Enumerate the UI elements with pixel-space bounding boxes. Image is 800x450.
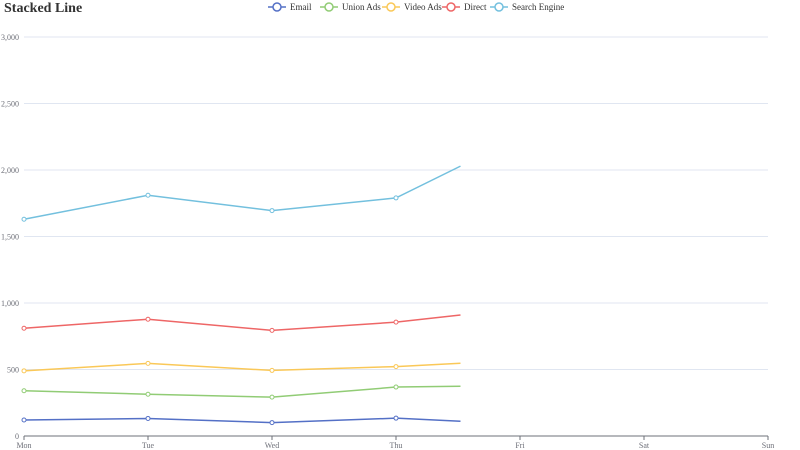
data-point	[269, 420, 275, 426]
data-point	[21, 216, 27, 222]
legend-item-email[interactable]: Email	[268, 2, 312, 12]
data-point	[145, 391, 151, 397]
data-point	[393, 415, 399, 421]
data-point	[21, 388, 27, 394]
legend-item-video-ads[interactable]: Video Ads	[382, 2, 442, 12]
y-tick-label: 3,000	[1, 33, 19, 42]
data-point	[393, 319, 399, 325]
data-point	[145, 192, 151, 198]
y-tick-label: 2,500	[1, 100, 19, 109]
legend-label: Direct	[464, 2, 487, 12]
legend-circle-icon	[494, 2, 504, 12]
legend-label: Union Ads	[342, 2, 381, 12]
y-tick-label: 2,000	[1, 166, 19, 175]
legend-item-search-engine[interactable]: Search Engine	[490, 2, 564, 12]
data-point	[269, 327, 275, 333]
x-tick-label: Fri	[515, 441, 525, 450]
data-point	[145, 415, 151, 421]
x-tick-label: Sun	[762, 441, 774, 450]
x-tick-label: Thu	[390, 441, 403, 450]
data-point	[145, 316, 151, 322]
data-point	[393, 364, 399, 370]
legend-circle-icon	[272, 2, 282, 12]
data-point	[269, 367, 275, 373]
x-tick-label: Sat	[639, 441, 650, 450]
data-point	[393, 384, 399, 390]
data-point	[393, 195, 399, 201]
y-tick-label: 1,000	[1, 299, 19, 308]
legend-label: Search Engine	[512, 2, 564, 12]
legend-circle-icon	[386, 2, 396, 12]
data-point	[145, 360, 151, 366]
y-tick-label: 1,500	[1, 233, 19, 242]
chart-title: Stacked Line	[4, 1, 83, 16]
x-tick-label: Tue	[142, 441, 155, 450]
y-tick-label: 500	[7, 366, 19, 375]
legend-circle-icon	[446, 2, 456, 12]
legend-label: Video Ads	[404, 2, 442, 12]
legend-item-direct[interactable]: Direct	[442, 2, 487, 12]
legend-circle-icon	[324, 2, 334, 12]
series-line-search-engine	[23, 165, 461, 220]
data-point	[21, 325, 27, 331]
x-tick-label: Mon	[16, 441, 31, 450]
x-tick-label: Wed	[265, 441, 279, 450]
data-point	[21, 368, 27, 374]
legend-label: Email	[290, 2, 312, 12]
legend-item-union-ads[interactable]: Union Ads	[320, 2, 381, 12]
y-tick-label: 0	[15, 432, 19, 441]
data-point	[269, 208, 275, 214]
data-point	[21, 417, 27, 423]
data-point	[269, 394, 275, 400]
